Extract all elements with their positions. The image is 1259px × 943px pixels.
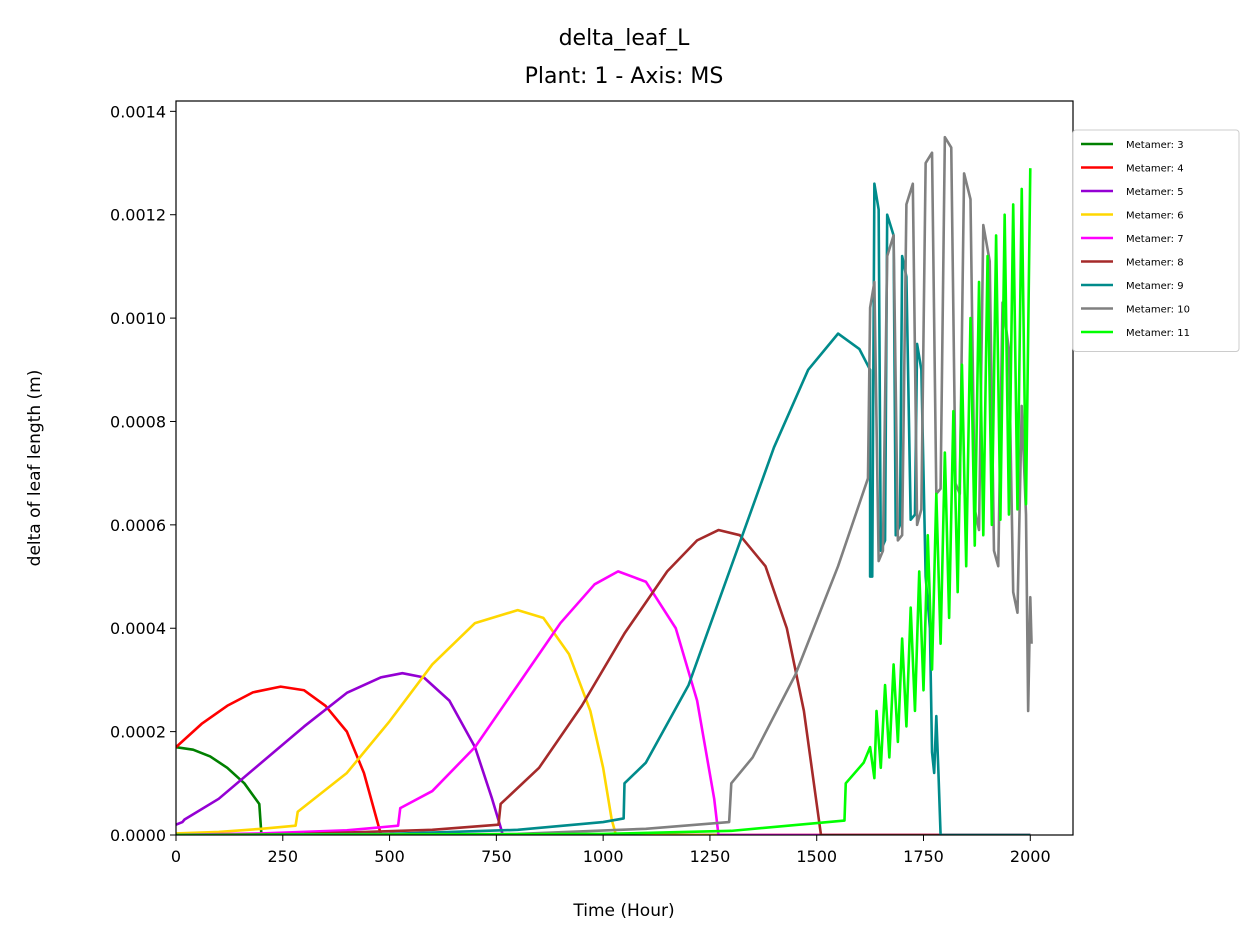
legend-entry-label: Metamer: 5 — [1126, 187, 1184, 198]
x-tick-label: 1000 — [583, 847, 624, 866]
legend-entry-label: Metamer: 4 — [1126, 164, 1184, 175]
x-tick-label: 1500 — [796, 847, 837, 866]
series-layer — [176, 135, 1033, 835]
plot-frame — [175, 100, 1074, 836]
y-axis-label: delta of leaf length (m) — [25, 370, 45, 567]
legend-entry-label: Metamer: 3 — [1126, 140, 1184, 151]
x-tick-label: 0 — [171, 847, 181, 866]
y-tick-label: 0.0014 — [110, 102, 166, 121]
legend-entry-label: Metamer: 10 — [1126, 305, 1190, 316]
y-tick-label: 0.0010 — [110, 309, 166, 328]
x-axis-ticks: 0 250 500 750 1000 1250 1500 1750 2000 — [171, 835, 1051, 866]
y-tick-label: 0.0000 — [110, 826, 166, 845]
x-tick-label: 2000 — [1010, 847, 1051, 866]
series-line-metamer-5 — [176, 671, 1031, 835]
chart-subtitle: Plant: 1 - Axis: MS — [525, 64, 724, 89]
series-line-metamer-8 — [176, 528, 1031, 835]
legend: Metamer: 3 Metamer: 4 Metamer: 5 Metamer: 6… — [1072, 129, 1240, 352]
legend-entry-label: Metamer: 8 — [1126, 258, 1184, 269]
y-axis-ticks: 0.0000 0.0002 0.0004 0.0006 0.0008 0.0010 0.00… — [110, 102, 176, 845]
x-tick-label: 750 — [481, 847, 512, 866]
chart-title: delta_leaf_L — [559, 26, 691, 51]
x-tick-label: 1750 — [903, 847, 944, 866]
y-tick-label: 0.0012 — [110, 206, 166, 225]
legend-entry-label: Metamer: 7 — [1126, 234, 1184, 245]
legend-entry-label: Metamer: 9 — [1126, 281, 1184, 292]
y-tick-label: 0.0006 — [110, 516, 166, 535]
x-axis-label: Time (Hour) — [572, 901, 674, 921]
legend-entry-label: Metamer: 6 — [1126, 211, 1184, 222]
x-tick-label: 250 — [268, 847, 299, 866]
legend-box — [1072, 129, 1240, 352]
legend-entry-label: Metamer: 11 — [1126, 328, 1190, 339]
series-line-metamer-7 — [176, 570, 1031, 835]
y-tick-label: 0.0004 — [110, 619, 166, 638]
y-tick-label: 0.0008 — [110, 412, 166, 431]
series-line-metamer-11 — [176, 168, 1032, 835]
series-line-metamer-4 — [176, 685, 1031, 835]
x-tick-label: 500 — [374, 847, 405, 866]
x-tick-label: 1250 — [690, 847, 731, 866]
series-line-metamer-6 — [176, 608, 1031, 835]
y-tick-label: 0.0002 — [110, 723, 166, 742]
